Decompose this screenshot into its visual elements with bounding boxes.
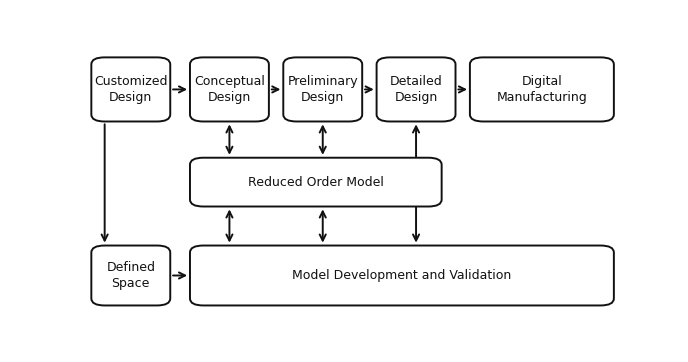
FancyBboxPatch shape <box>190 245 614 306</box>
FancyBboxPatch shape <box>470 58 614 122</box>
Text: Customized
Design: Customized Design <box>94 75 168 104</box>
Text: Detailed
Design: Detailed Design <box>389 75 442 104</box>
Text: Model Development and Validation: Model Development and Validation <box>292 269 512 282</box>
FancyBboxPatch shape <box>92 58 170 122</box>
Text: Conceptual
Design: Conceptual Design <box>194 75 265 104</box>
Text: Digital
Manufacturing: Digital Manufacturing <box>497 75 588 104</box>
FancyBboxPatch shape <box>283 58 362 122</box>
FancyBboxPatch shape <box>190 158 442 206</box>
Text: Defined
Space: Defined Space <box>106 261 155 290</box>
FancyBboxPatch shape <box>376 58 455 122</box>
Text: Reduced Order Model: Reduced Order Model <box>248 176 384 189</box>
FancyBboxPatch shape <box>92 245 170 306</box>
FancyBboxPatch shape <box>190 58 269 122</box>
Text: Preliminary
Design: Preliminary Design <box>288 75 358 104</box>
